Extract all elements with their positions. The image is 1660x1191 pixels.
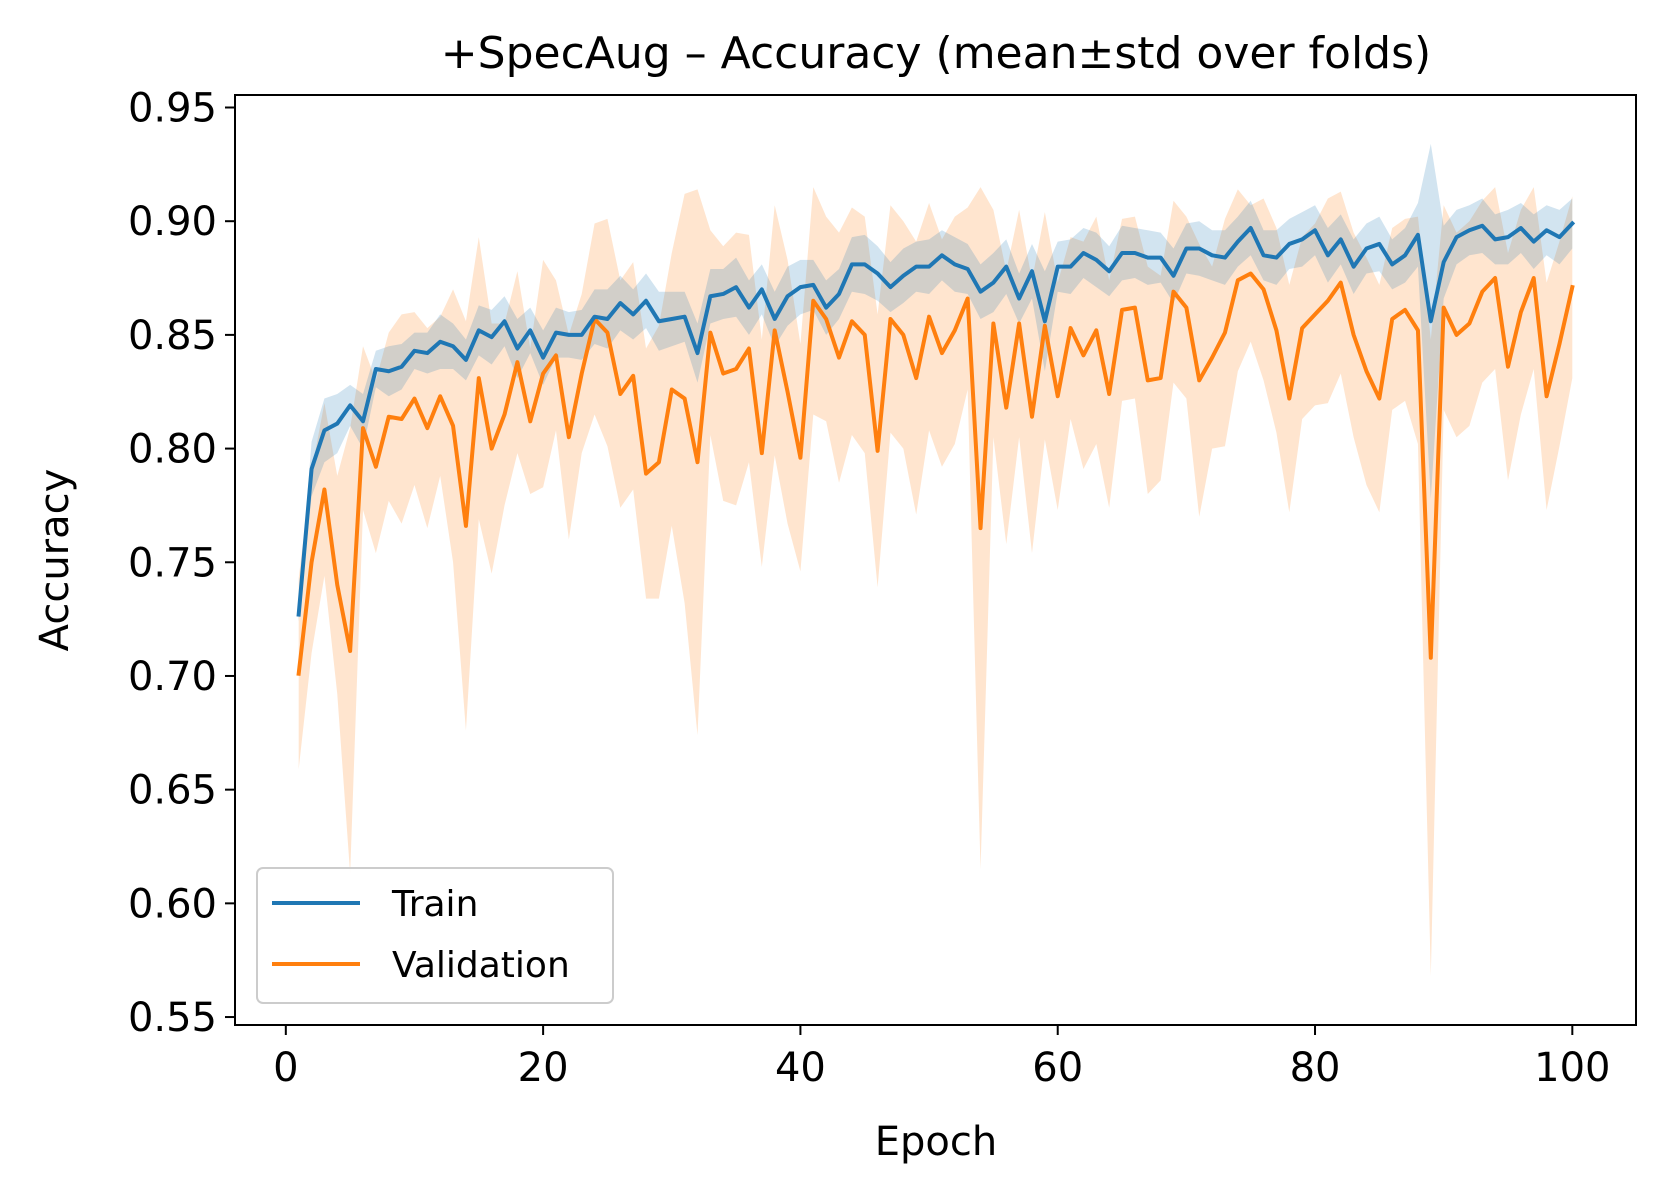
chart-title: +SpecAug – Accuracy (mean±std over folds… <box>441 28 1431 79</box>
plot-frame <box>234 94 1637 1026</box>
series-line-train <box>296 220 1576 617</box>
legend-label-validation: Validation <box>392 945 570 986</box>
y-tick-label: 0.80 <box>128 427 217 473</box>
x-axis-label: Epoch <box>875 1119 997 1165</box>
x-tick-label: 60 <box>1032 1045 1083 1091</box>
x-tick-label: 100 <box>1534 1045 1610 1091</box>
legend: Train Validation <box>256 867 614 1004</box>
y-tick-label: 0.65 <box>128 768 217 814</box>
y-axis-label: Accuracy <box>32 469 78 652</box>
y-tick-label: 0.85 <box>128 313 217 359</box>
x-axis-ticks: 0 20 40 60 80 100 <box>273 1025 1610 1091</box>
x-tick-label: 20 <box>518 1045 569 1091</box>
x-tick-label: 40 <box>775 1045 826 1091</box>
mean-lines <box>296 220 1576 676</box>
y-tick-label: 0.70 <box>128 654 217 700</box>
y-tick-label: 0.60 <box>128 881 217 927</box>
series-line-validation <box>296 271 1575 676</box>
y-axis-ticks: 0.55 0.60 0.65 0.70 0.75 0.80 0.85 0.90 0.95 <box>128 86 235 1041</box>
x-tick-label: 80 <box>1290 1045 1341 1091</box>
y-tick-label: 0.90 <box>128 199 217 245</box>
y-tick-label: 0.75 <box>128 540 217 586</box>
x-tick-label: 0 <box>273 1045 298 1091</box>
y-tick-label: 0.55 <box>128 995 217 1041</box>
std-band-train <box>298 143 1573 622</box>
legend-label-train: Train <box>391 884 478 925</box>
y-tick-label: 0.95 <box>128 86 217 132</box>
